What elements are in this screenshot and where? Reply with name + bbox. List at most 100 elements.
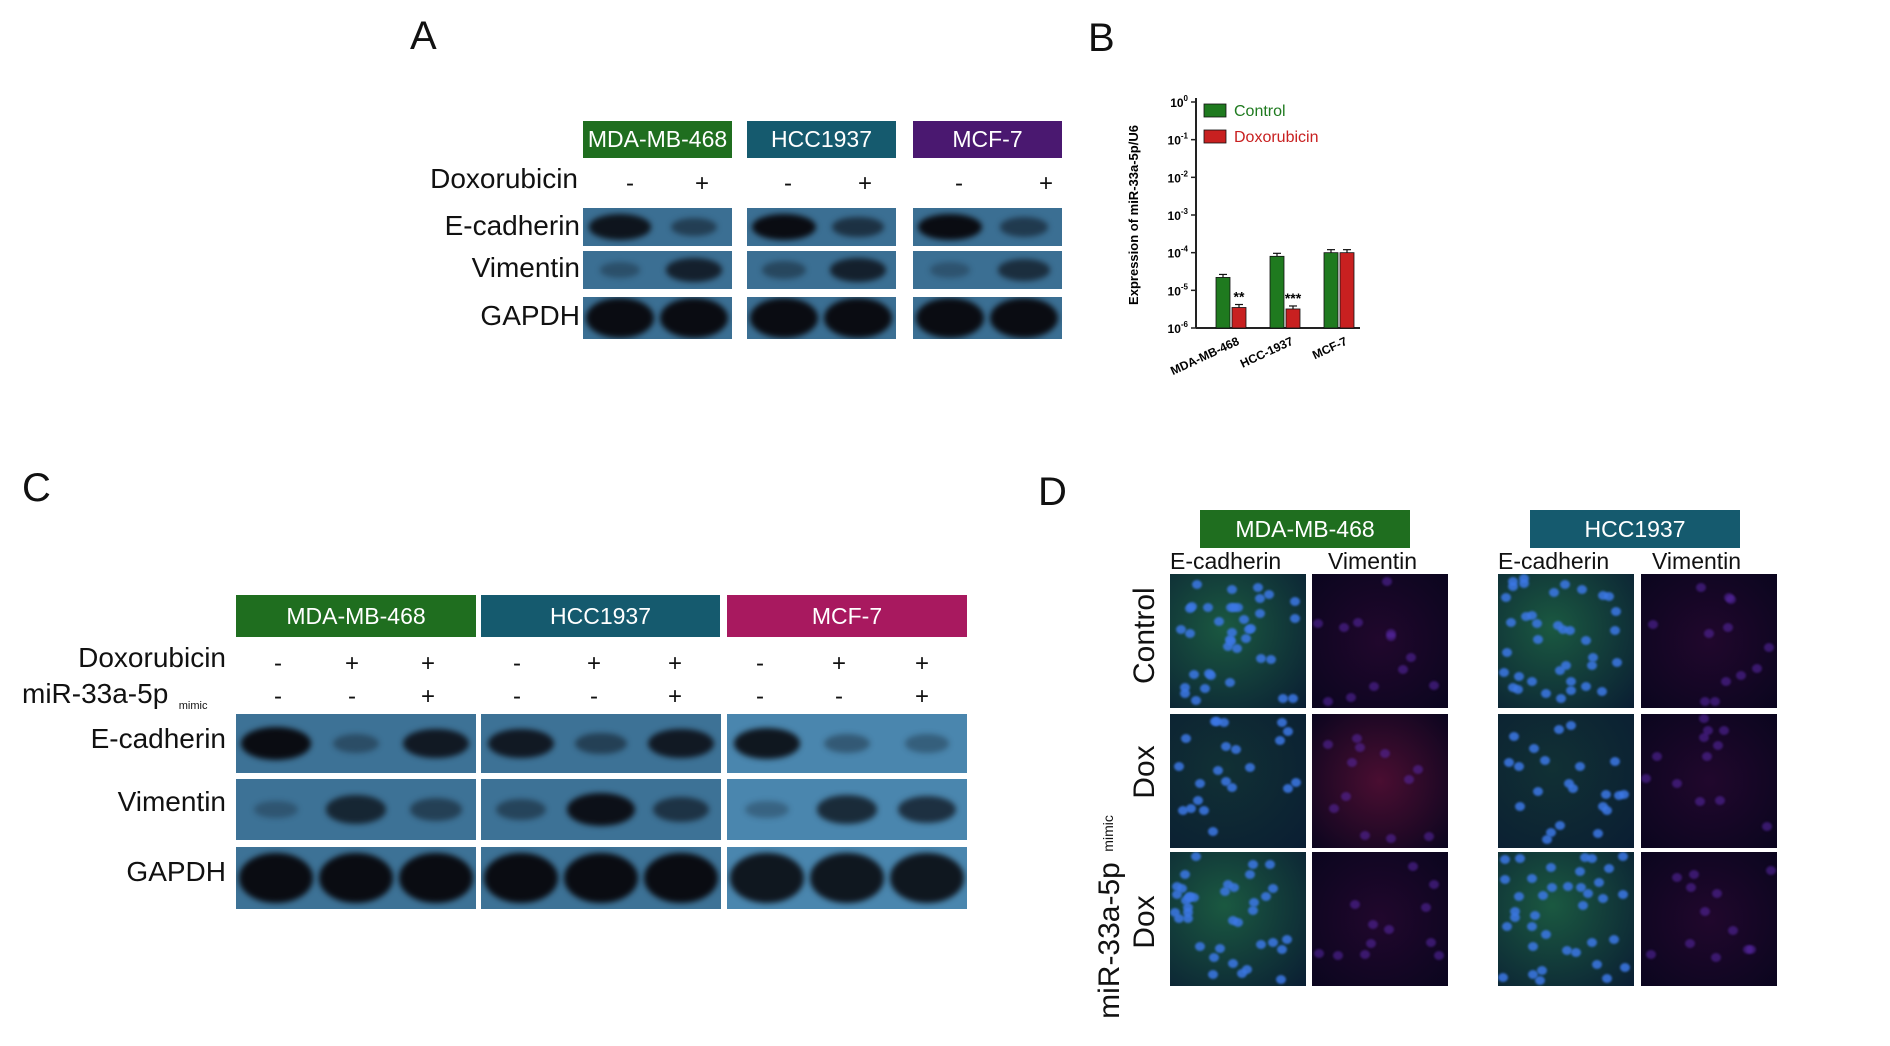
nucleus bbox=[1727, 925, 1738, 935]
nucleus bbox=[1564, 626, 1575, 636]
nucleus bbox=[1413, 765, 1424, 775]
panelC-dox-sign: + bbox=[667, 650, 682, 677]
nucleus bbox=[1513, 672, 1524, 682]
nucleus bbox=[1170, 907, 1180, 917]
nucleus bbox=[1518, 574, 1529, 584]
blot-band bbox=[916, 298, 984, 338]
nucleus bbox=[1367, 920, 1378, 930]
panelC-mimic-sign: + bbox=[667, 683, 682, 710]
nucleus bbox=[1276, 945, 1287, 955]
nucleus bbox=[1225, 677, 1236, 687]
nucleus bbox=[1345, 692, 1356, 702]
panelC-blot-gapdh bbox=[236, 847, 476, 909]
nucleus bbox=[1180, 688, 1191, 698]
panelC-row-vimentin: Vimentin bbox=[117, 786, 226, 817]
nucleus bbox=[1529, 744, 1540, 754]
blot-band bbox=[750, 298, 818, 338]
panelC-blot-vimentin bbox=[727, 779, 967, 840]
panelD-mimic-main: miR-33a-5p bbox=[1093, 862, 1126, 1019]
nucleus bbox=[1406, 653, 1417, 663]
nucleus bbox=[1619, 962, 1630, 972]
nucleus bbox=[1619, 789, 1630, 799]
nucleus bbox=[1184, 892, 1195, 902]
nucleus bbox=[1283, 727, 1294, 736]
nucleus bbox=[1701, 752, 1712, 762]
blot-band bbox=[332, 733, 380, 754]
nucleus bbox=[1574, 761, 1585, 771]
panelC-blot-gapdh bbox=[727, 847, 967, 909]
panelC-blot-vimentin bbox=[481, 779, 721, 840]
panelD-stain-vim-1: Vimentin bbox=[1328, 548, 1418, 574]
nucleus bbox=[1277, 717, 1288, 727]
blot-band bbox=[653, 796, 709, 823]
nucleus bbox=[1221, 741, 1232, 751]
nucleus bbox=[1323, 696, 1334, 706]
nucleus bbox=[1187, 601, 1198, 611]
panelA-blot-ecadherin bbox=[747, 208, 896, 246]
panelC-mimic-sub: mimic bbox=[178, 700, 208, 712]
nucleus bbox=[1252, 583, 1263, 593]
nucleus bbox=[1752, 663, 1763, 673]
significance-label: *** bbox=[1285, 290, 1302, 306]
blot-band bbox=[823, 733, 871, 754]
panelC-mimic-sign: - bbox=[348, 683, 356, 710]
blot-band bbox=[496, 798, 546, 821]
nucleus bbox=[1386, 833, 1397, 843]
panelC-mimic-label: miR-33a-5p mimic bbox=[22, 678, 207, 712]
nucleus bbox=[1290, 597, 1301, 607]
nucleus bbox=[1684, 939, 1695, 949]
nucleus bbox=[1709, 696, 1720, 706]
nucleus bbox=[1222, 642, 1233, 652]
nucleus bbox=[1193, 795, 1204, 805]
nucleus bbox=[1254, 593, 1265, 603]
panelB-chart: Expression of miR-33a-5p/U6 100 10-1 10-2 10… bbox=[1126, 94, 1360, 378]
blot-band bbox=[319, 853, 393, 903]
nucleus bbox=[1597, 590, 1608, 600]
panelA-blot-ecadherin bbox=[913, 208, 1062, 246]
nucleus bbox=[1429, 880, 1440, 890]
nucleus bbox=[1641, 774, 1652, 784]
panelC-dox-sign: + bbox=[914, 650, 929, 677]
panelC-mimic-sign: - bbox=[590, 683, 598, 710]
y-tick-label: 10-2 bbox=[1168, 169, 1189, 185]
nucleus bbox=[1617, 852, 1628, 862]
panelA-sign: - bbox=[784, 170, 792, 197]
nucleus bbox=[1581, 681, 1592, 691]
nucleus bbox=[1609, 934, 1620, 944]
panelC-blot-ecadherin bbox=[727, 714, 967, 773]
nucleus bbox=[1398, 665, 1409, 675]
nucleus bbox=[1704, 629, 1715, 639]
nucleus bbox=[1228, 959, 1239, 969]
nucleus bbox=[1545, 863, 1556, 873]
panelD-row-dox: Dox bbox=[1128, 745, 1161, 799]
nucleus bbox=[1726, 594, 1737, 604]
panelD-row-control: Control bbox=[1128, 587, 1161, 684]
panelD-image-hcc-vim-dox-mimic bbox=[1641, 852, 1777, 986]
nucleus bbox=[1600, 790, 1611, 800]
nucleus bbox=[1498, 973, 1509, 983]
legend-label-doxorubicin: Doxorubicin bbox=[1234, 129, 1318, 146]
panelA-blot-gapdh bbox=[583, 297, 732, 339]
nucleus bbox=[1712, 740, 1723, 750]
nucleus bbox=[1721, 676, 1732, 686]
blot-band bbox=[824, 298, 892, 338]
nucleus bbox=[1597, 687, 1608, 697]
nucleus bbox=[1514, 801, 1525, 811]
nucleus bbox=[1586, 937, 1597, 947]
nucleus bbox=[1723, 622, 1734, 632]
nucleus bbox=[1220, 887, 1231, 897]
nucleus bbox=[1535, 975, 1546, 985]
nucleus bbox=[1765, 866, 1776, 876]
panelC-dox-sign: - bbox=[274, 650, 282, 677]
nucleus bbox=[1245, 763, 1256, 773]
nucleus bbox=[1580, 852, 1591, 862]
nucleus bbox=[1519, 578, 1530, 588]
nucleus bbox=[1546, 882, 1557, 892]
nucleus bbox=[1177, 805, 1188, 815]
nucleus bbox=[1245, 869, 1256, 879]
nucleus bbox=[1247, 859, 1258, 869]
blot-band bbox=[564, 853, 638, 903]
panelC-mimic-sign: - bbox=[756, 683, 764, 710]
nucleus bbox=[1426, 937, 1437, 947]
bar-control-1 bbox=[1269, 255, 1285, 329]
